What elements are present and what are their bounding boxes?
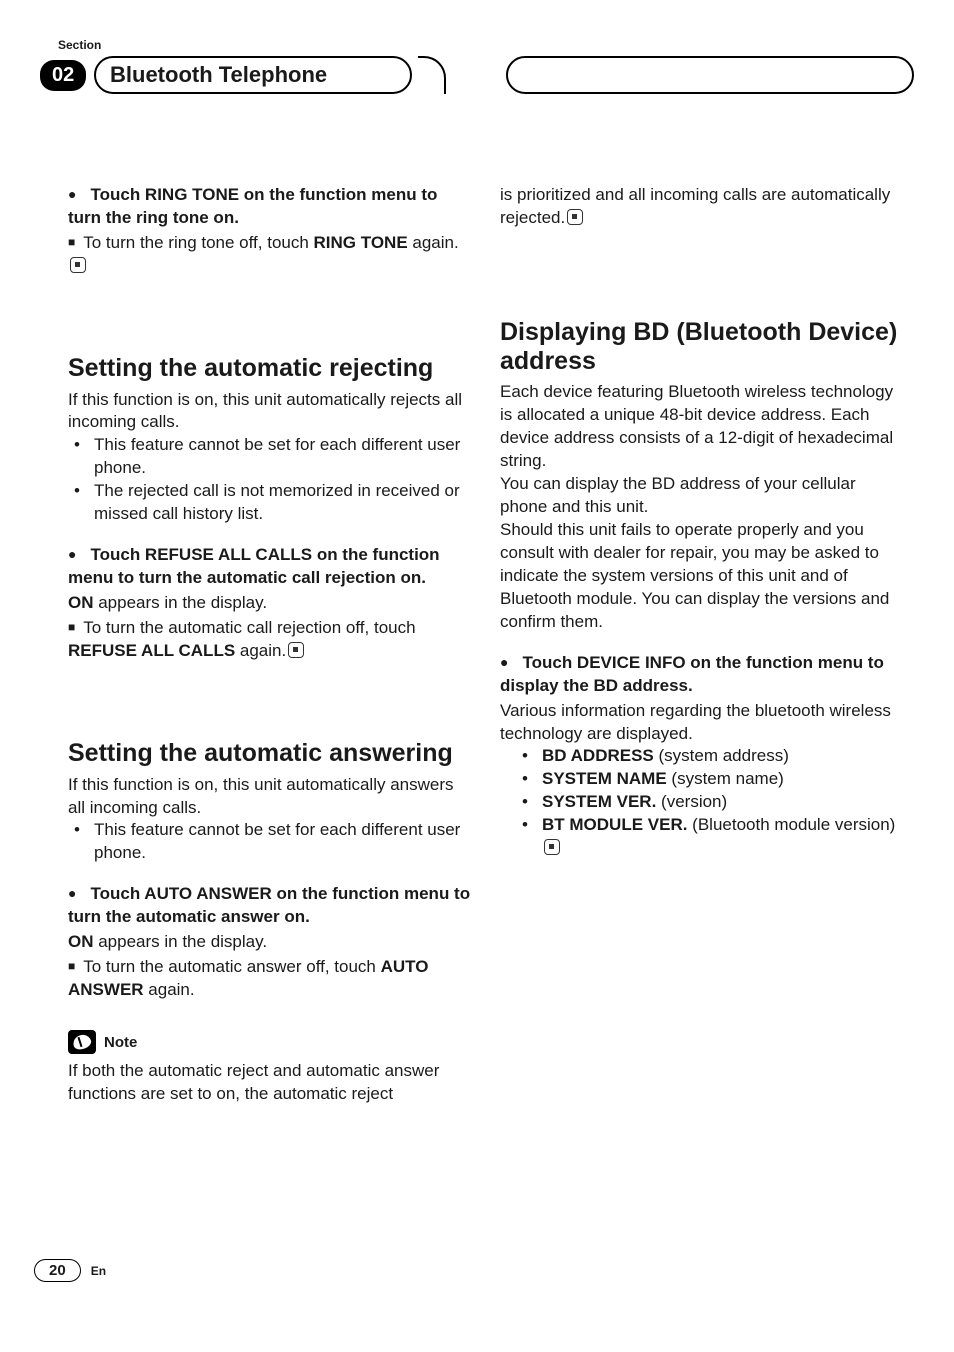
columns: ●Touch RING TONE on the function menu to…	[40, 184, 914, 1106]
answering-heading: Setting the automatic answering	[68, 739, 472, 768]
header-row: 02 Bluetooth Telephone	[40, 56, 914, 94]
stop-icon	[567, 209, 583, 225]
column-right: is prioritized and all incoming calls ar…	[500, 184, 904, 1106]
header-capsule-secondary	[506, 56, 914, 94]
header-title: Bluetooth Telephone	[110, 62, 327, 88]
answering-intro: If this function is on, this unit automa…	[68, 774, 472, 820]
ringtone-step: ●Touch RING TONE on the function menu to…	[68, 184, 472, 230]
section-number-badge: 02	[40, 60, 86, 91]
answering-step: ●Touch AUTO ANSWER on the function menu …	[68, 883, 472, 929]
rejecting-on: ON appears in the display.	[68, 592, 472, 615]
stop-icon	[288, 642, 304, 658]
header-capsule-primary: Bluetooth Telephone	[94, 56, 412, 94]
rejecting-sub: ■To turn the automatic call rejection of…	[68, 617, 472, 663]
note-text: If both the automatic reject and automat…	[68, 1060, 472, 1106]
stop-icon	[544, 839, 560, 855]
square-icon: ■	[68, 620, 75, 634]
bd-p1: Each device featuring Bluetooth wireless…	[500, 381, 904, 473]
rejecting-step: ●Touch REFUSE ALL CALLS on the function …	[68, 544, 472, 590]
square-icon: ■	[68, 959, 75, 973]
answering-bullets: This feature cannot be set for each diff…	[68, 819, 472, 865]
ringtone-sub: ■To turn the ring tone off, touch RING T…	[68, 232, 472, 278]
list-item: BT MODULE VER. (Bluetooth module version…	[500, 814, 904, 860]
rejecting-intro: If this function is on, this unit automa…	[68, 389, 472, 435]
bd-after: Various information regarding the blueto…	[500, 700, 904, 746]
bullet-icon: ●	[68, 885, 76, 901]
bd-heading: Displaying BD (Bluetooth Device) address	[500, 318, 904, 376]
bd-p3: Should this unit fails to operate proper…	[500, 519, 904, 634]
list-item: SYSTEM VER. (version)	[500, 791, 904, 814]
list-item: BD ADDRESS (system address)	[500, 745, 904, 768]
continuation-text: is prioritized and all incoming calls ar…	[500, 184, 904, 230]
answering-on: ON appears in the display.	[68, 931, 472, 954]
column-left: ●Touch RING TONE on the function menu to…	[68, 184, 472, 1106]
list-item: The rejected call is not memorized in re…	[68, 480, 472, 526]
list-item: This feature cannot be set for each diff…	[68, 819, 472, 865]
note-label: Note	[104, 1034, 137, 1051]
bullet-icon: ●	[500, 654, 508, 670]
note-icon	[68, 1030, 96, 1054]
bd-p2: You can display the BD address of your c…	[500, 473, 904, 519]
note-row: Note	[68, 1030, 472, 1054]
rejecting-bullets: This feature cannot be set for each diff…	[68, 434, 472, 526]
header-tail-curve	[418, 56, 446, 94]
footer: 20 En	[34, 1259, 106, 1282]
page-number: 20	[34, 1259, 81, 1282]
footer-lang: En	[91, 1264, 106, 1278]
section-label: Section	[58, 38, 914, 52]
square-icon: ■	[68, 235, 75, 249]
answering-sub: ■To turn the automatic answer off, touch…	[68, 956, 472, 1002]
bullet-icon: ●	[68, 186, 76, 202]
bullet-icon: ●	[68, 546, 76, 562]
stop-icon	[70, 257, 86, 273]
page: Section 02 Bluetooth Telephone ●Touch RI…	[0, 0, 954, 1352]
list-item: SYSTEM NAME (system name)	[500, 768, 904, 791]
bd-step: ●Touch DEVICE INFO on the function menu …	[500, 652, 904, 698]
list-item: This feature cannot be set for each diff…	[68, 434, 472, 480]
bd-items: BD ADDRESS (system address) SYSTEM NAME …	[500, 745, 904, 860]
rejecting-heading: Setting the automatic rejecting	[68, 354, 472, 383]
